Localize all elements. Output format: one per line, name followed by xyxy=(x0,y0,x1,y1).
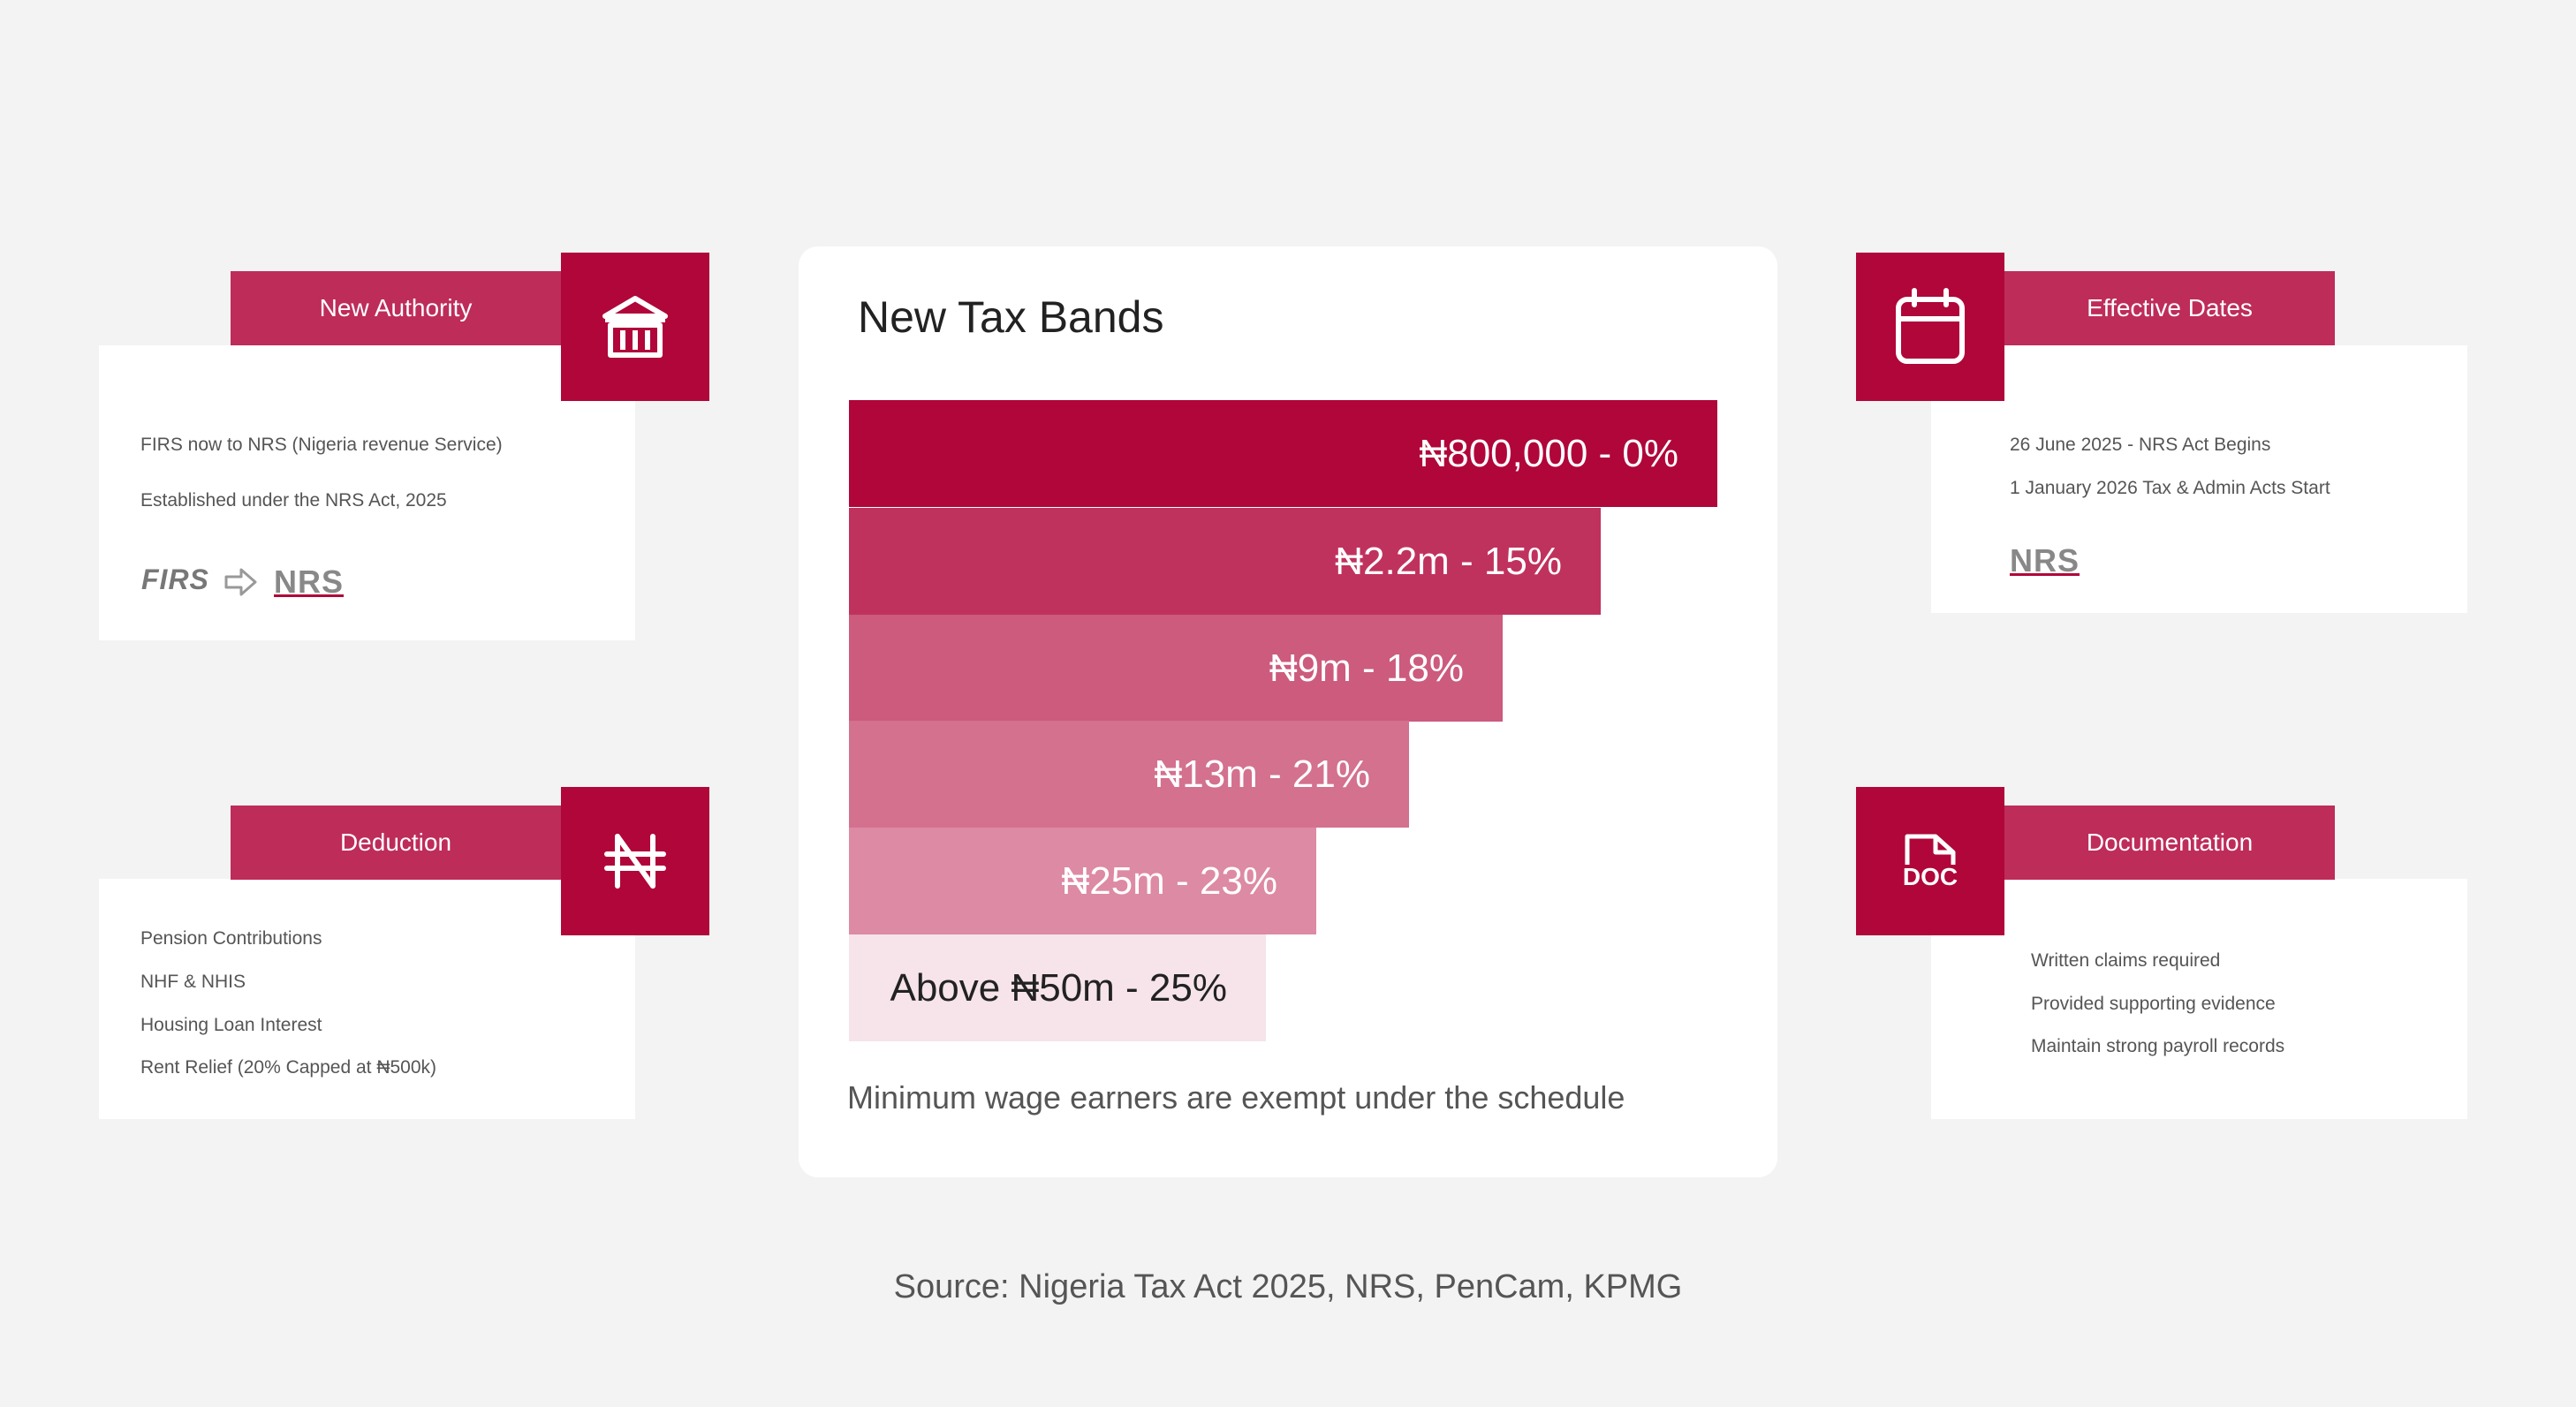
authority-line-2: Established under the NRS Act, 2025 xyxy=(140,490,447,511)
arrow-right-icon xyxy=(224,566,259,602)
tax-bands-title: New Tax Bands xyxy=(858,292,1164,342)
bank-building-icon xyxy=(561,253,709,401)
documentation-line-2: Provided supporting evidence xyxy=(2031,994,2276,1014)
tax-band-label: ₦2.2m - 15% xyxy=(1335,539,1562,583)
new-authority-title: New Authority xyxy=(319,294,473,321)
tax-band-label: ₦9m - 18% xyxy=(1269,646,1464,690)
deduction-line-1: Pension Contributions xyxy=(140,928,322,949)
doc-file-icon: DOC xyxy=(1856,787,2004,935)
firs-logo: FIRS xyxy=(141,564,209,595)
documentation-title: Documentation xyxy=(2086,828,2254,856)
effective-dates-tab: Effective Dates xyxy=(2004,271,2335,345)
authority-line-1: FIRS now to NRS (Nigeria revenue Service… xyxy=(140,435,503,455)
effective-dates-title: Effective Dates xyxy=(2087,294,2253,321)
deduction-line-2: NHF & NHIS xyxy=(140,972,246,992)
effective-dates-card xyxy=(1931,345,2467,613)
source-caption: Source: Nigeria Tax Act 2025, NRS, PenCa… xyxy=(893,1268,1683,1305)
deduction-line-3: Housing Loan Interest xyxy=(140,1015,322,1035)
tax-band-label: Above ₦50m - 25% xyxy=(890,965,1227,1010)
tax-band-label: ₦13m - 21% xyxy=(1154,752,1370,796)
documentation-card xyxy=(1931,879,2467,1119)
documentation-tab: Documentation xyxy=(2004,806,2335,880)
deduction-line-4: Rent Relief (20% Capped at ₦500k) xyxy=(140,1057,437,1078)
new-authority-tab: New Authority xyxy=(231,271,561,345)
tax-band-5: ₦25m - 23% xyxy=(849,828,1316,934)
tax-band-1: ₦800,000 - 0% xyxy=(849,400,1717,507)
nrs-logo: NRS xyxy=(274,564,345,600)
tax-bands-note: Minimum wage earners are exempt under th… xyxy=(847,1079,1625,1116)
nrs-logo-right: NRS xyxy=(2010,542,2080,579)
doc-icon-text: DOC xyxy=(1902,863,1959,890)
deduction-card xyxy=(99,879,635,1119)
calendar-icon xyxy=(1856,253,2004,401)
dates-line-2: 1 January 2026 Tax & Admin Acts Start xyxy=(2010,478,2330,498)
documentation-line-1: Written claims required xyxy=(2031,950,2221,971)
tax-band-label: ₦800,000 - 0% xyxy=(1419,431,1678,475)
new-authority-card xyxy=(99,345,635,640)
dates-line-1: 26 June 2025 - NRS Act Begins xyxy=(2010,435,2271,455)
tax-band-3: ₦9m - 18% xyxy=(849,615,1503,722)
deduction-tab: Deduction xyxy=(231,806,561,880)
tax-band-4: ₦13m - 21% xyxy=(849,721,1409,828)
naira-icon xyxy=(561,787,709,935)
tax-band-label: ₦25m - 23% xyxy=(1061,859,1277,903)
documentation-line-3: Maintain strong payroll records xyxy=(2031,1036,2285,1056)
deduction-title: Deduction xyxy=(339,828,452,856)
tax-band-6: Above ₦50m - 25% xyxy=(849,934,1266,1041)
tax-band-2: ₦2.2m - 15% xyxy=(849,508,1601,615)
